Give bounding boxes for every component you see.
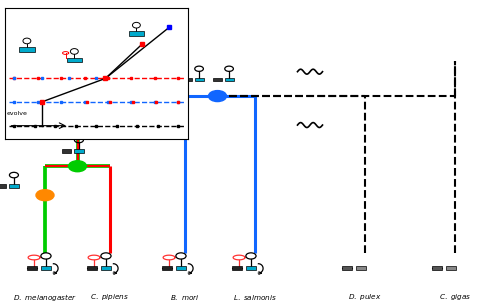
- FancyBboxPatch shape: [356, 266, 366, 271]
- FancyBboxPatch shape: [162, 266, 172, 271]
- Text: $\it{D.\ melanogaster}$: $\it{D.\ melanogaster}$: [13, 292, 77, 303]
- Text: $\it{B.\ mori}$: $\it{B.\ mori}$: [170, 293, 200, 302]
- FancyBboxPatch shape: [74, 149, 84, 153]
- Text: evolve: evolve: [7, 111, 28, 116]
- Text: $\it{D.\ pulex}$: $\it{D.\ pulex}$: [348, 292, 382, 302]
- FancyBboxPatch shape: [224, 77, 234, 81]
- Circle shape: [36, 190, 54, 201]
- FancyBboxPatch shape: [0, 184, 6, 188]
- FancyBboxPatch shape: [176, 266, 186, 271]
- Circle shape: [68, 161, 86, 172]
- FancyBboxPatch shape: [432, 266, 442, 271]
- FancyBboxPatch shape: [40, 266, 52, 271]
- Text: $\it{C.\ pipiens}$: $\it{C.\ pipiens}$: [90, 292, 130, 302]
- FancyBboxPatch shape: [114, 114, 124, 118]
- FancyBboxPatch shape: [100, 266, 112, 271]
- FancyBboxPatch shape: [86, 266, 97, 271]
- Text: $\it{C.\ gigas}$: $\it{C.\ gigas}$: [439, 292, 471, 302]
- FancyBboxPatch shape: [128, 31, 144, 36]
- FancyBboxPatch shape: [19, 47, 34, 52]
- FancyBboxPatch shape: [446, 266, 456, 271]
- FancyBboxPatch shape: [182, 77, 192, 81]
- FancyBboxPatch shape: [62, 149, 72, 153]
- Circle shape: [118, 127, 136, 138]
- Text: $\it{L.\ salmonis}$: $\it{L.\ salmonis}$: [233, 293, 277, 302]
- FancyBboxPatch shape: [66, 58, 82, 63]
- FancyBboxPatch shape: [26, 266, 37, 271]
- FancyBboxPatch shape: [9, 184, 18, 188]
- FancyBboxPatch shape: [194, 77, 203, 81]
- Circle shape: [208, 91, 226, 102]
- FancyBboxPatch shape: [246, 266, 256, 271]
- FancyBboxPatch shape: [102, 114, 111, 118]
- FancyBboxPatch shape: [232, 266, 242, 271]
- FancyBboxPatch shape: [342, 266, 352, 271]
- FancyBboxPatch shape: [212, 77, 222, 81]
